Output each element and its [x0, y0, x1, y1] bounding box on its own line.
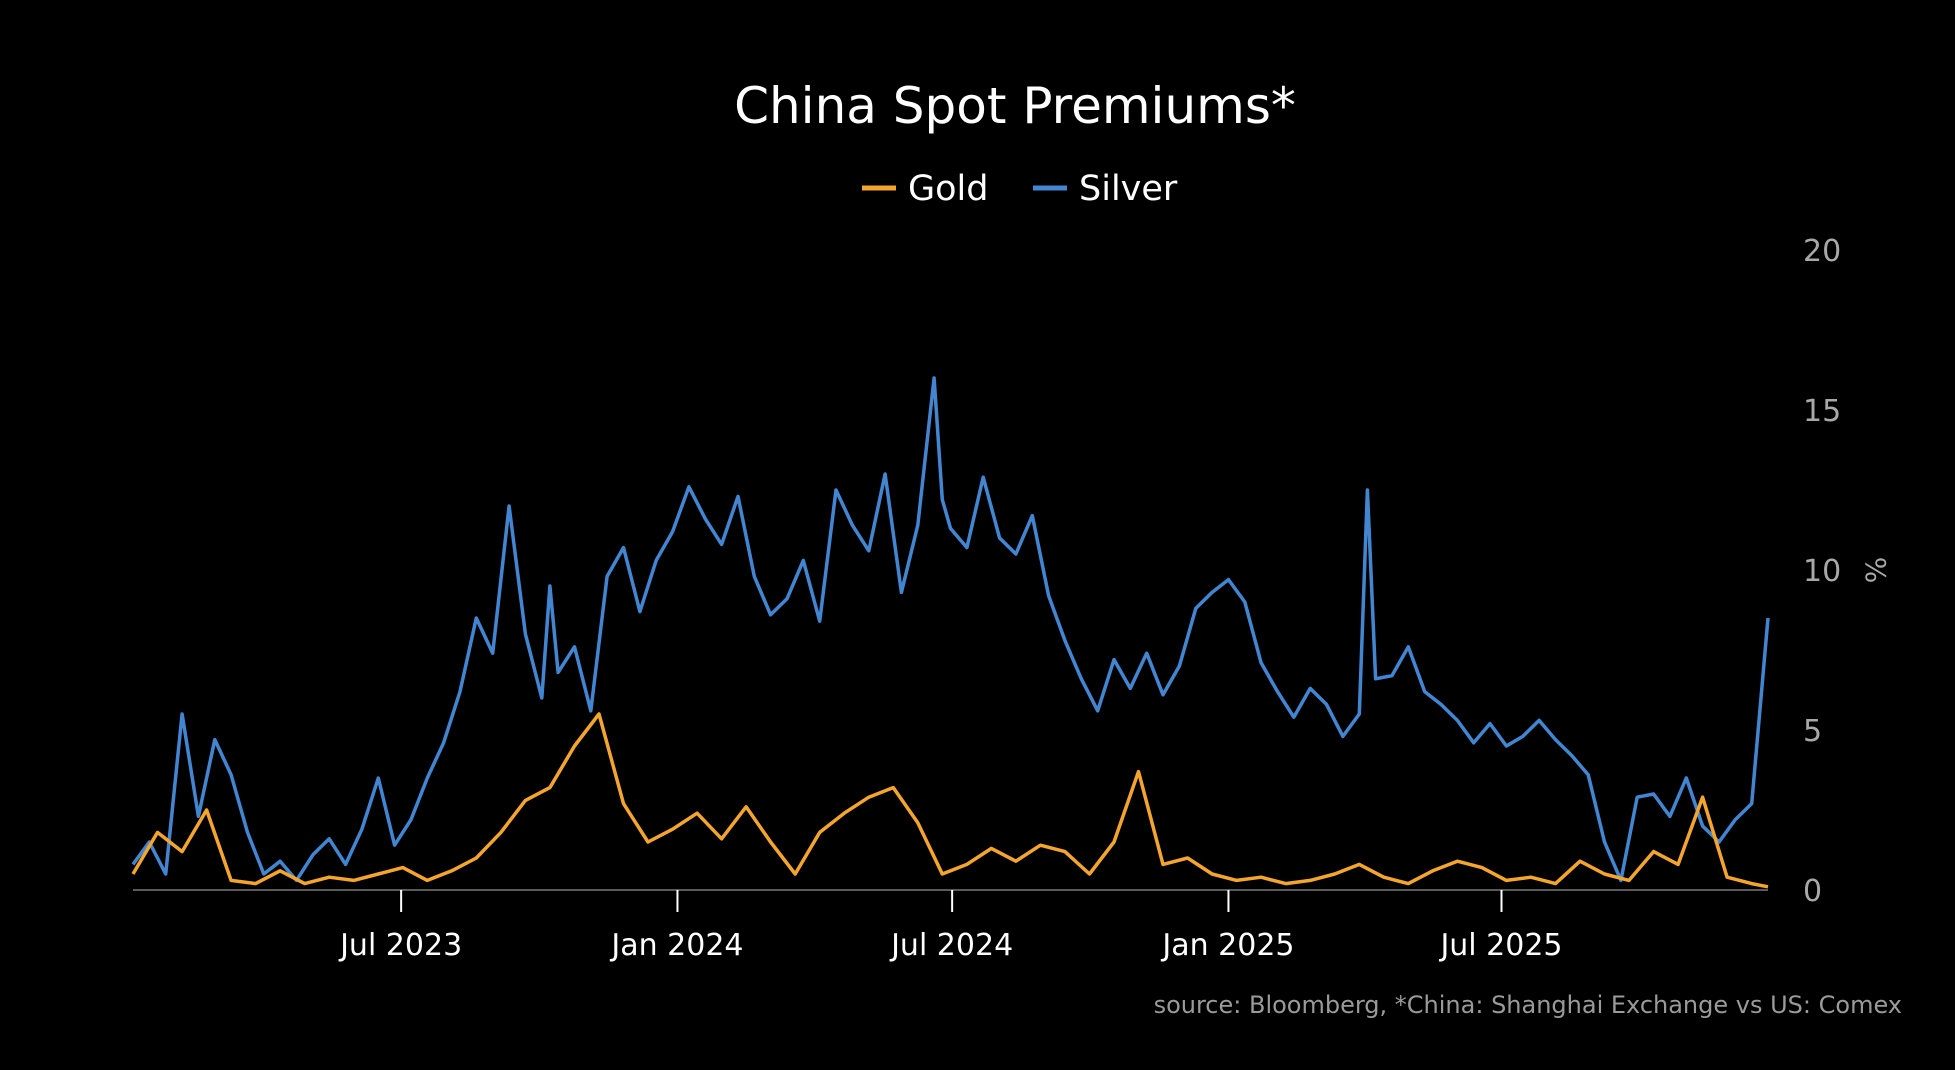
x-tick-label: Jan 2024 [609, 928, 743, 963]
series-line-gold [131, 712, 1769, 889]
y-tick-label: 20 [1803, 234, 1841, 269]
series-layer [131, 376, 1770, 889]
legend-gold-label: Gold [908, 169, 988, 209]
legend-silver-label: Silver [1079, 169, 1178, 209]
y-tick-label: 10 [1803, 554, 1841, 589]
y-tick-label: 0 [1803, 874, 1822, 909]
x-tick-label: Jul 2023 [338, 928, 462, 963]
y-tick-label: 5 [1803, 714, 1822, 749]
y-axis-ticks: 0 5 10 15 20 [1803, 234, 1841, 909]
chart-title: China Spot Premiums* [734, 77, 1296, 135]
x-tick-label: Jul 2024 [889, 928, 1013, 963]
series-line-silver [131, 376, 1770, 883]
y-axis-label: % [1859, 557, 1892, 584]
x-axis-ticks: Jul 2023 Jan 2024 Jul 2024 Jan 2025 Jul 2025 [338, 890, 1563, 963]
y-tick-label: 15 [1803, 394, 1841, 429]
x-tick-label: Jul 2025 [1438, 928, 1562, 963]
x-tick-label: Jan 2025 [1160, 928, 1294, 963]
legend: Gold Silver [862, 169, 1178, 209]
source-note: source: Bloomberg, *China: Shanghai Exch… [1154, 991, 1902, 1019]
